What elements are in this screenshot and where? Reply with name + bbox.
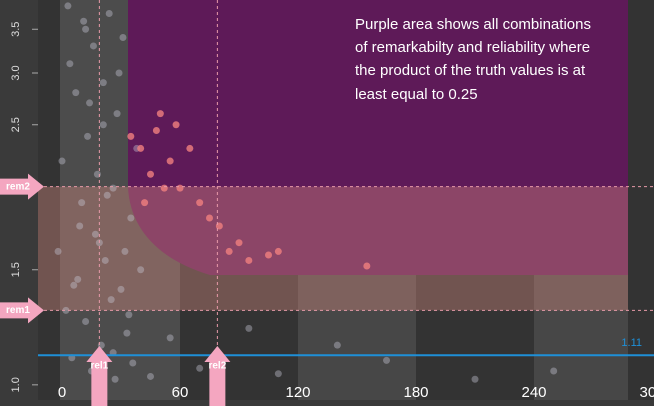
point: [166, 334, 174, 342]
point: [117, 285, 125, 293]
point: [333, 341, 341, 349]
point: [160, 184, 168, 192]
point: [107, 296, 115, 304]
point: [121, 247, 129, 255]
x-tick-label: 60: [172, 384, 189, 401]
point: [127, 214, 135, 222]
point: [172, 121, 180, 129]
point: [206, 214, 214, 222]
point: [84, 132, 92, 140]
point: [166, 157, 174, 165]
point: [274, 247, 282, 255]
point: [101, 256, 109, 264]
point: [152, 126, 160, 134]
point: [196, 199, 204, 207]
point: [78, 199, 86, 207]
point: [147, 170, 155, 178]
point: [137, 266, 145, 274]
x-tick-label: 180: [404, 384, 429, 401]
point: [137, 144, 145, 152]
point: [274, 370, 282, 378]
reference-label: 1.11: [621, 337, 642, 349]
point: [113, 110, 121, 118]
y-tick-label: 3.0: [10, 65, 22, 80]
annotation-line: the product of the truth values is at: [355, 62, 586, 79]
rel-arrow: [86, 346, 113, 406]
point: [156, 110, 164, 118]
point: [245, 324, 253, 332]
rel-arrow: [204, 346, 231, 406]
y-tick-label: 1.5: [10, 262, 22, 277]
point: [186, 144, 194, 152]
point: [105, 9, 113, 17]
point: [64, 2, 72, 10]
point: [58, 157, 66, 165]
point: [74, 275, 82, 283]
point: [550, 367, 558, 375]
point: [176, 184, 184, 192]
y-tick-label: 1.0: [10, 377, 22, 392]
point: [54, 247, 62, 255]
point: [62, 306, 70, 314]
x-tick-label: 0: [58, 384, 66, 401]
point: [99, 79, 107, 87]
x-tick-label: 300: [640, 384, 654, 401]
point: [147, 372, 155, 380]
annotation-line: Purple area shows all combinations: [355, 16, 591, 33]
point: [109, 184, 117, 192]
point: [265, 251, 273, 259]
point: [66, 60, 74, 68]
rem-band: [38, 186, 628, 311]
purple-region: [128, 0, 628, 275]
rem-arrow: [0, 173, 44, 200]
point: [80, 17, 88, 25]
point: [72, 89, 80, 97]
point: [82, 25, 90, 33]
point: [76, 222, 84, 230]
point: [196, 364, 204, 372]
point: [111, 375, 119, 383]
point: [91, 230, 99, 238]
point: [119, 33, 127, 41]
point: [89, 42, 97, 50]
point: [103, 191, 111, 199]
point: [471, 375, 479, 383]
annotation-line: of remarkabilty and reliability where: [355, 39, 590, 56]
point: [99, 121, 107, 129]
point: [383, 356, 391, 364]
y-tick-label: 2.5: [10, 117, 22, 132]
y-tick-label: 3.5: [10, 22, 22, 37]
point: [235, 239, 243, 247]
point: [225, 247, 233, 255]
point: [363, 262, 371, 270]
point: [123, 329, 131, 337]
point: [127, 132, 135, 140]
point: [129, 359, 137, 367]
annotation-line: least equal to 0.25: [355, 86, 478, 103]
point: [70, 281, 78, 289]
point: [125, 311, 133, 319]
rem-label: rem1: [6, 305, 30, 316]
point: [115, 69, 123, 77]
rem-label: rem2: [6, 181, 30, 192]
rel-label: rel1: [90, 361, 108, 372]
rem-arrow: [0, 297, 44, 324]
x-tick-label: 120: [285, 384, 310, 401]
point: [82, 318, 90, 326]
point: [245, 256, 253, 264]
rel-label: rel2: [208, 361, 226, 372]
point: [141, 199, 149, 207]
point: [86, 99, 94, 107]
annotation: Purple area shows all combinations of re…: [355, 16, 591, 103]
x-tick-label: 240: [522, 384, 547, 401]
